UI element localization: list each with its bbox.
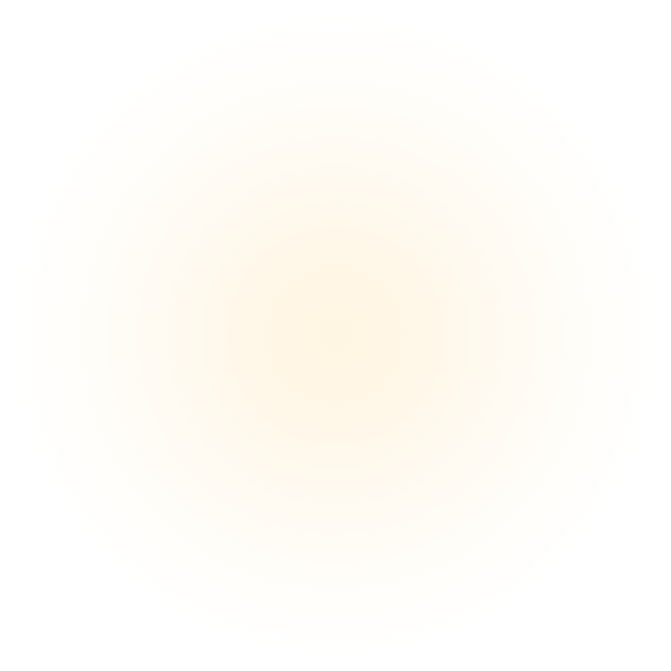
radial-glow-background xyxy=(0,0,671,671)
